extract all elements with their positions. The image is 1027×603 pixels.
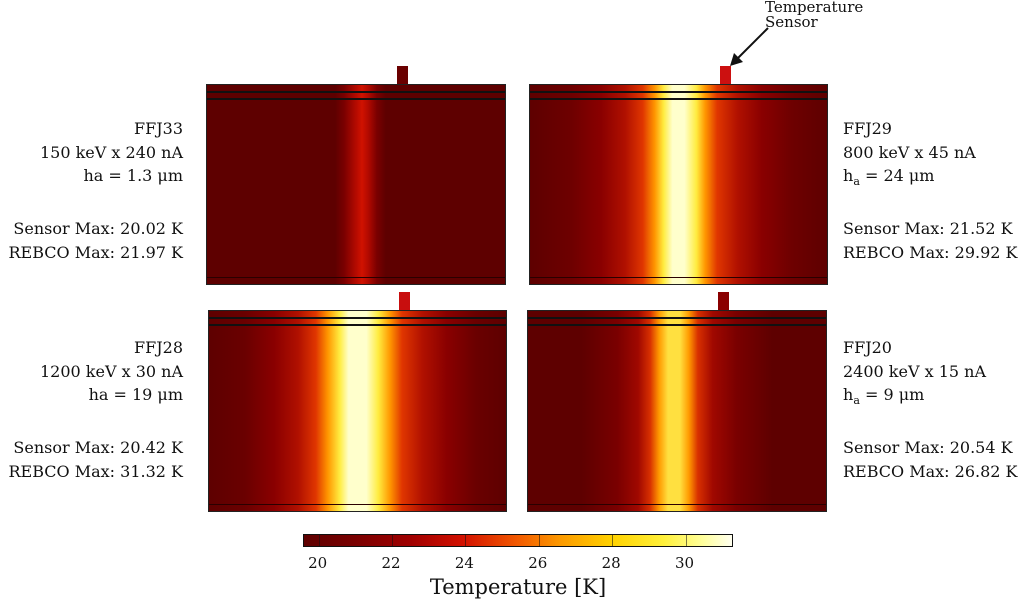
rebco-max: REBCO Max: 21.97 K bbox=[8, 242, 184, 262]
sensor-max: Sensor Max: 21.52 K bbox=[843, 219, 1013, 239]
sensor-max: Sensor Max: 20.02 K bbox=[13, 219, 183, 239]
colorbar-tick-label: 22 bbox=[381, 554, 401, 572]
heatmap-panel-ffj29 bbox=[529, 84, 828, 285]
ha-value: ha = 24 μm bbox=[843, 166, 935, 189]
temperature-sensor-annotation: Temperature Sensor bbox=[765, 0, 863, 30]
ha-value: ha = 1.3 μm bbox=[83, 166, 183, 185]
sensor-ffj33 bbox=[397, 66, 408, 84]
colorbar-tick-label: 26 bbox=[528, 554, 548, 572]
beam-parameters: 2400 keV x 15 nA bbox=[843, 361, 987, 381]
panel-label-ffj29: FFJ29 800 keV x 45 nA ha = 24 μm Sensor … bbox=[843, 117, 1027, 264]
annotation-arrow-icon bbox=[730, 27, 769, 66]
ha-value: ha = 19 μm bbox=[88, 385, 183, 404]
panel-name: FFJ29 bbox=[843, 119, 892, 138]
heatmap-panel-ffj20 bbox=[527, 310, 827, 512]
rebco-max: REBCO Max: 26.82 K bbox=[843, 461, 1018, 481]
colorbar-tick bbox=[318, 535, 320, 546]
panel-label-ffj33: FFJ33 150 keV x 240 nA ha = 1.3 μm Senso… bbox=[0, 117, 184, 264]
heatmap-panel-ffj33 bbox=[206, 84, 506, 285]
heatmap-panel-ffj28 bbox=[208, 310, 507, 512]
annotation-line-1: Temperature bbox=[765, 0, 864, 16]
sensor-ffj29 bbox=[720, 66, 731, 84]
ha-value: ha = 9 μm bbox=[843, 385, 925, 408]
beam-parameters: 1200 keV x 30 nA bbox=[39, 361, 183, 381]
sensor-max: Sensor Max: 20.42 K bbox=[13, 438, 183, 458]
colorbar-tick-label: 28 bbox=[601, 554, 621, 572]
panel-name: FFJ33 bbox=[134, 119, 183, 138]
colorbar-tick-label: 20 bbox=[308, 554, 328, 572]
temperature-colorbar bbox=[303, 534, 733, 547]
beam-parameters: 800 keV x 45 nA bbox=[843, 142, 976, 162]
sensor-ffj28 bbox=[399, 292, 410, 310]
colorbar-tick bbox=[612, 535, 614, 546]
colorbar-title: Temperature [K] bbox=[429, 575, 607, 599]
panel-label-ffj20: FFJ20 2400 keV x 15 nA ha = 9 μm Sensor … bbox=[843, 336, 1027, 483]
colorbar-tick bbox=[465, 535, 467, 546]
panel-name: FFJ20 bbox=[843, 338, 892, 357]
sensor-max: Sensor Max: 20.54 K bbox=[843, 438, 1013, 458]
colorbar-tick-label: 30 bbox=[675, 554, 695, 572]
rebco-max: REBCO Max: 31.32 K bbox=[8, 461, 184, 481]
sensor-ffj20 bbox=[718, 292, 729, 310]
rebco-max: REBCO Max: 29.92 K bbox=[843, 242, 1018, 262]
colorbar-tick bbox=[685, 535, 687, 546]
colorbar-tick-label: 24 bbox=[454, 554, 474, 572]
annotation-line-2: Sensor bbox=[765, 13, 818, 31]
beam-parameters: 150 keV x 240 nA bbox=[39, 142, 183, 162]
colorbar-tick bbox=[392, 535, 394, 546]
colorbar-tick bbox=[538, 535, 540, 546]
panel-name: FFJ28 bbox=[134, 338, 183, 357]
panel-label-ffj28: FFJ28 1200 keV x 30 nA ha = 19 μm Sensor… bbox=[0, 336, 184, 483]
